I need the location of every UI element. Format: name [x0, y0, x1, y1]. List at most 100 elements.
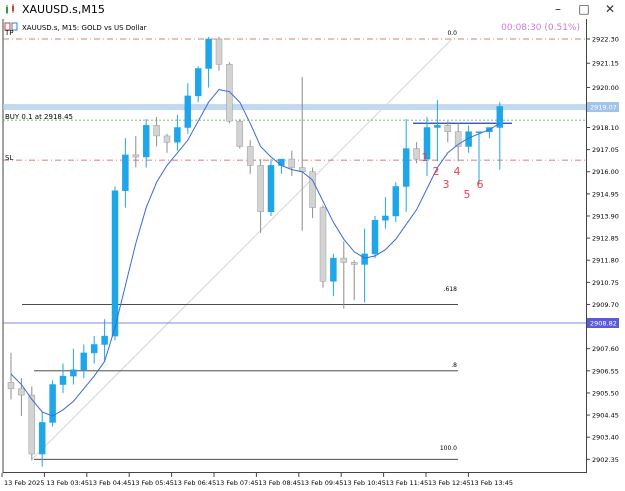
y-axis-label: 2918.10: [592, 124, 619, 132]
candle-body: [59, 375, 67, 385]
candle-body: [90, 344, 98, 354]
bid-price-tag-bg: [587, 102, 619, 113]
candle-body: [111, 190, 119, 337]
y-axis-label: 2917.05: [592, 146, 619, 154]
candle: [7, 352, 15, 400]
candle-body: [236, 120, 244, 147]
x-axis-label: 13 Feb 08:45: [258, 479, 301, 487]
y-axis-label: 2921.15: [592, 60, 619, 68]
candle-body: [122, 154, 129, 191]
candle: [122, 138, 129, 208]
candle: [444, 121, 452, 143]
moving-average-line: [10, 89, 501, 417]
candle: [163, 133, 171, 153]
candle-body: [319, 207, 327, 282]
wave-count-1: 1: [422, 151, 429, 164]
candle-body: [361, 253, 368, 265]
bid-price-tag-text: 2919.07: [590, 104, 617, 112]
candle: [184, 83, 192, 134]
candle: [361, 228, 368, 303]
y-axis-label: 2902.35: [592, 456, 619, 464]
y-axis-label: 2909.70: [592, 301, 619, 309]
candle-body: [371, 219, 379, 255]
candle-body: [132, 154, 140, 158]
candle: [423, 116, 431, 176]
y-axis-label: 2905.50: [592, 389, 619, 397]
reference-price-tag: 2908.82: [587, 318, 619, 329]
candle-body: [246, 146, 254, 166]
candle: [90, 336, 98, 364]
candle: [340, 241, 348, 309]
candle: [28, 386, 36, 461]
x-axis-label: 13 Feb 11:45: [386, 479, 429, 487]
reference-price-tag-bg: [587, 318, 619, 329]
candle: [70, 348, 77, 385]
candle: [194, 66, 202, 103]
chart-window-icon: [6, 4, 14, 14]
candle: [59, 363, 67, 393]
candle-body: [267, 165, 275, 213]
reference-price-tag-text: 2908.82: [590, 320, 617, 328]
fib-level-618: .618: [444, 286, 458, 293]
window-titlebar[interactable]: XAUUSD.s,M15 – □ ✕: [0, 0, 625, 20]
candle: [350, 260, 358, 301]
candle-body: [49, 384, 56, 423]
y-axis-label: 2916.00: [592, 168, 619, 176]
candle: [309, 167, 316, 219]
candle: [465, 125, 472, 153]
candle: [402, 119, 410, 212]
x-axis-label: 13 Feb 09:45: [301, 479, 344, 487]
x-axis-label: 13 Feb 06:45: [174, 479, 217, 487]
candle: [174, 114, 181, 151]
wave-count-4: 4: [454, 165, 461, 178]
bid-price-band: [3, 104, 586, 111]
buy-order-label: BUY 0.1 at 2918.45: [5, 113, 73, 121]
candle-body: [142, 125, 150, 158]
candle-timer: 00:08:30 (0.51%): [501, 23, 580, 33]
sl-label: SL: [5, 154, 13, 162]
wave-count-5: 5: [464, 188, 471, 201]
x-axis-label: 13 Feb 13:45: [470, 479, 513, 487]
candle: [132, 135, 140, 168]
candle: [319, 205, 327, 288]
y-axis-label: 2903.40: [592, 434, 619, 442]
candle: [454, 123, 462, 162]
candle-body: [226, 64, 233, 122]
candle-body: [257, 165, 264, 213]
fibonacci-trendline: [31, 38, 453, 460]
maximize-button[interactable]: □: [578, 2, 590, 16]
candle: [288, 150, 296, 176]
candle: [382, 197, 389, 229]
fib-level-0: 0.0: [447, 30, 457, 37]
candle: [153, 116, 160, 147]
x-axis-label: 13 Feb 07:45: [216, 479, 259, 487]
candle: [142, 119, 150, 168]
candle-body: [288, 158, 296, 168]
candle-body: [184, 95, 192, 128]
candle: [434, 100, 441, 162]
candle-body: [444, 125, 452, 132]
y-axis-label: 2910.75: [592, 279, 619, 287]
candle: [257, 159, 264, 233]
candle-body: [413, 148, 420, 160]
minimize-button[interactable]: –: [555, 2, 561, 16]
x-axis-label: 13 Feb 03:45: [46, 479, 89, 487]
candle: [111, 186, 119, 341]
candle-body: [382, 215, 389, 221]
wave-count-6: 6: [477, 178, 484, 191]
candle-body: [101, 335, 108, 345]
y-axis-label: 2922.30: [592, 36, 619, 44]
candle-body: [80, 352, 88, 371]
candle: [371, 215, 379, 259]
candle: [49, 380, 56, 427]
candle-body: [174, 127, 181, 143]
x-axis-label: 13 Feb 12:45: [428, 479, 471, 487]
close-button[interactable]: ✕: [604, 2, 616, 16]
candle-body: [454, 131, 462, 147]
candle: [330, 253, 337, 297]
chart-symbol-label: XAUUSD.s, M15: GOLD vs US Dollar: [22, 24, 147, 32]
y-axis-label: 2912.85: [592, 235, 619, 243]
candle: [80, 344, 88, 379]
candle-body: [350, 262, 358, 265]
price-chart[interactable]: 2922.30 2921.15 2920.00 2918.10 2917.05 2916.…: [0, 19, 625, 491]
